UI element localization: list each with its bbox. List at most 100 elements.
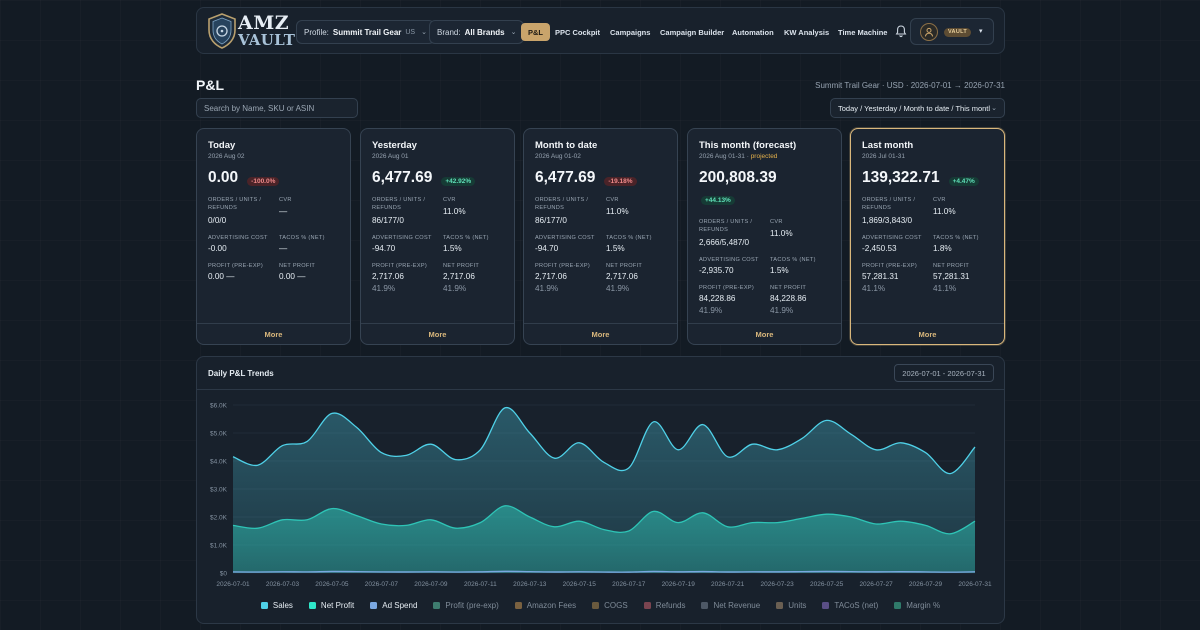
net-profit-margin: 41.1% — [933, 284, 957, 293]
card-date: 2026 Aug 02 — [208, 153, 245, 160]
net-profit-margin: 41.9% — [443, 284, 467, 293]
profit-margin: 41.9% — [535, 284, 559, 293]
net-profit-label: NET PROFIT — [933, 263, 970, 269]
legend-label: Ad Spend — [382, 601, 418, 610]
nav-time-machine[interactable]: Time Machine — [838, 27, 888, 37]
nav-campaign-builder[interactable]: Campaign Builder — [660, 27, 725, 37]
series-line-sales — [232, 407, 976, 475]
profit-label: PROFIT (PRE-EXP) — [862, 263, 918, 269]
more-button[interactable]: More — [264, 330, 283, 339]
legend-item-amazon-fees[interactable]: Amazon Fees — [514, 601, 576, 610]
bell-icon[interactable] — [894, 24, 908, 38]
legend-swatch — [894, 602, 902, 609]
x-tick-label: 2026-07-29 — [909, 581, 943, 588]
legend-item-tacos-net[interactable]: TACoS (net) — [822, 601, 878, 610]
avatar — [920, 23, 938, 41]
more-button[interactable]: More — [428, 330, 447, 339]
nav-campaigns[interactable]: Campaigns — [610, 27, 651, 37]
more-button[interactable]: More — [755, 330, 774, 339]
card-amount: 200,808.39 — [699, 169, 777, 186]
delta-badge: +44.13% — [701, 196, 735, 205]
x-tick-label: 2026-07-17 — [612, 581, 646, 588]
page-meta: Summit Trail Gear · USD · 2026-07-01 → 2… — [815, 81, 1005, 90]
more-button[interactable]: More — [591, 330, 610, 339]
card-divider — [524, 323, 677, 324]
nav-kw-analysis[interactable]: KW Analysis — [784, 27, 830, 37]
legend-label: Profit (pre-exp) — [445, 601, 499, 610]
nav-automation[interactable]: Automation — [732, 27, 774, 37]
x-tick-label: 2026-07-23 — [761, 581, 795, 588]
legend-item-sales[interactable]: Sales — [260, 601, 293, 610]
card-amount: 6,477.69 — [372, 169, 433, 186]
period-select-value: Today / Yesterday / Month to date / This… — [838, 103, 991, 113]
cvr-label: CVR — [606, 197, 619, 203]
legend-label: Margin % — [906, 601, 941, 610]
app-logo[interactable]: AMZ VAULT — [207, 12, 295, 50]
legend-item-cogs[interactable]: COGS — [592, 601, 628, 610]
more-button[interactable]: More — [918, 330, 937, 339]
profit-margin: 41.9% — [372, 284, 396, 293]
net-profit-margin: 41.9% — [606, 284, 630, 293]
card-divider — [197, 323, 350, 324]
profit-value: 84,228.86 — [699, 294, 736, 303]
card-date: 2026 Aug 01-31 · projected — [699, 153, 778, 160]
net-profit-value: 84,228.86 — [770, 294, 807, 303]
delta-badge: -19.18% — [604, 177, 637, 186]
net-profit-label: NET PROFIT — [279, 263, 316, 269]
legend-swatch — [260, 602, 268, 609]
legend-item-margin[interactable]: Margin % — [894, 601, 940, 610]
legend-label: Units — [788, 601, 807, 610]
user-menu[interactable]: VAULT ▾ — [910, 18, 994, 45]
tacos-label: TACOS % (NET) — [443, 235, 489, 241]
tacos-label: TACOS % (NET) — [279, 235, 325, 241]
orders-value: 2,666/5,487/0 — [699, 238, 750, 247]
card-divider — [361, 323, 514, 324]
legend-item-net-revenue[interactable]: Net Revenue — [701, 601, 760, 610]
ad-cost-value: -0.00 — [208, 244, 227, 253]
ad-cost-value: -94.70 — [535, 244, 559, 253]
legend-item-profit-pre-exp[interactable]: Profit (pre-exp) — [433, 601, 499, 610]
legend-swatch — [514, 602, 522, 609]
x-tick-label: 2026-07-07 — [365, 581, 399, 588]
brand-label: Brand: — [437, 27, 461, 37]
nav-ppc-cockpit[interactable]: PPC Cockpit — [555, 27, 601, 37]
x-tick-label: 2026-07-19 — [662, 581, 696, 588]
net-profit-label: NET PROFIT — [770, 285, 807, 291]
x-tick-label: 2026-07-01 — [216, 581, 250, 588]
vault-badge: VAULT — [944, 28, 972, 37]
legend-item-net-profit[interactable]: Net Profit — [308, 601, 355, 610]
net-profit-label: NET PROFIT — [606, 263, 643, 269]
ad-cost-label: ADVERTISING COST — [208, 235, 268, 241]
profit-value: 2,717.06 — [372, 272, 404, 281]
chevron-down-icon: ▾ — [979, 28, 983, 35]
series-line-ad-spend — [232, 570, 976, 573]
legend-item-ad-spend[interactable]: Ad Spend — [370, 601, 417, 610]
net-profit-value: 0.00 — — [279, 272, 306, 281]
search-input[interactable] — [196, 98, 358, 118]
legend-swatch — [592, 602, 600, 609]
card-title: Yesterday — [372, 140, 417, 151]
period-select[interactable]: Today / Yesterday / Month to date / This… — [830, 98, 1005, 118]
tacos-value: 1.8% — [933, 244, 952, 253]
brand-selector[interactable]: Brand: All Brands ⌄ — [429, 20, 525, 44]
summary-card-today: Today 2026 Aug 02 0.00 -100.0% ORDERS / … — [196, 128, 351, 345]
delta-badge: +42.92% — [441, 177, 476, 186]
card-date: 2026 Aug 01 — [372, 153, 409, 160]
y-tick-label: $4.0K — [210, 459, 228, 466]
cvr-value: — — [279, 207, 288, 216]
orders-label: ORDERS / UNITS / REFUNDS — [699, 219, 753, 233]
legend-item-refunds[interactable]: Refunds — [643, 601, 685, 610]
cvr-value: 11.0% — [933, 207, 956, 216]
legend-label: Net Profit — [320, 601, 355, 610]
series-line-net-profit — [232, 505, 976, 535]
nav-pl[interactable]: P&L — [521, 23, 550, 41]
y-tick-label: $3.0K — [210, 487, 228, 494]
profile-selector[interactable]: Profile: Summit Trail Gear US ⌄ — [296, 20, 435, 44]
daily-trends-chart: $0 $1.0K $2.0K $3.0K $4.0K $5.0K $6.0K 2026-07-… — [210, 403, 992, 589]
x-tick-label: 2026-07-03 — [266, 581, 300, 588]
chart-date-range[interactable]: 2026-07-01 - 2026-07-31 — [894, 364, 994, 382]
x-tick-label: 2026-07-15 — [563, 581, 597, 588]
cvr-label: CVR — [933, 197, 946, 203]
card-date: 2026 Aug 01-02 — [535, 153, 581, 160]
legend-item-units[interactable]: Units — [776, 601, 806, 610]
